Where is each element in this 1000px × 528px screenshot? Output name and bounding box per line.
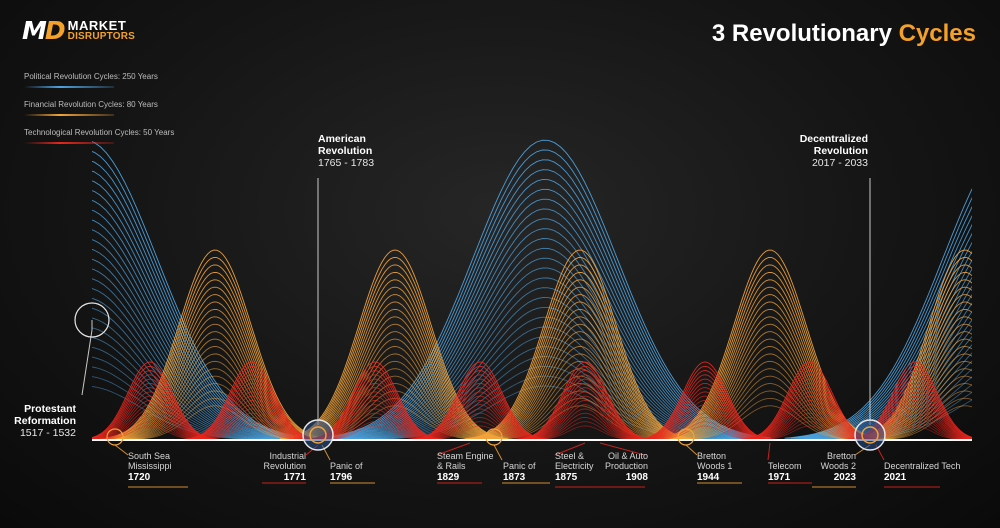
american-marker <box>302 419 334 451</box>
technological-wave-7 <box>739 361 880 441</box>
event-bretton-woods-1: Bretton Woods 1 1944 <box>697 451 733 483</box>
event-bretton-woods-2: Bretton Woods 2 2023 <box>820 451 856 483</box>
event-steel-electricity: Steel & Electricity 1875 <box>555 451 594 483</box>
event-panic-1873: Panic of 1873 <box>503 461 536 483</box>
protestant-reformation-label: Protestant Reformation 1517 - 1532 <box>14 403 76 439</box>
panic-1873-marker <box>485 428 503 446</box>
technological-cycle-waves <box>92 361 972 441</box>
technological-wave-1 <box>92 361 220 441</box>
financial-wave-4 <box>654 249 883 441</box>
event-markers <box>74 302 886 451</box>
telecom-connector <box>767 442 812 484</box>
panic-1873-connector <box>493 444 550 484</box>
legend-political: Political Revolution Cycles: 250 Years <box>24 72 158 88</box>
bretton-1-connector <box>685 444 742 484</box>
event-industrial-revolution: Industrial Revolution 1771 <box>263 451 306 483</box>
oil-connector <box>599 442 646 488</box>
south-sea-connector <box>114 444 188 488</box>
american-revolution-label: American Revolution 1765 - 1783 <box>318 133 375 169</box>
event-connectors <box>81 178 940 488</box>
technological-wave-4 <box>409 361 550 441</box>
technological-wave-5 <box>514 361 655 441</box>
decentralized-inner-marker <box>861 426 879 444</box>
south-sea-marker <box>106 428 124 446</box>
event-decentralized-tech: Decentralized Tech 2021 <box>884 461 961 483</box>
event-oil-auto: Oil & Auto Production 1908 <box>604 451 648 483</box>
brand-name-line2: DISRUPTORS <box>67 30 136 42</box>
event-south-sea: South Sea Mississippi 1720 <box>128 451 172 483</box>
technological-wave-6 <box>634 361 775 441</box>
protestant-marker <box>74 302 110 338</box>
page-title: 3 Revolutionary Cycles <box>711 20 976 47</box>
decentralized-revolution-label: Decentralized Revolution 2017 - 2033 <box>799 133 868 169</box>
technological-wave-2 <box>181 361 322 441</box>
legend-technological: Technological Revolution Cycles: 50 Year… <box>24 128 174 144</box>
steel-connector <box>554 442 600 488</box>
event-telecom: Telecom 1971 <box>768 461 802 483</box>
event-steam-engine: Steam Engine & Rails 1829 <box>437 451 494 483</box>
brand-logo: MD MARKET DISRUPTORS <box>22 16 135 45</box>
legend-financial: Financial Revolution Cycles: 80 Years <box>24 100 158 116</box>
american-inner-marker <box>309 426 327 444</box>
steam-connector <box>436 442 482 484</box>
event-panic-1796: Panic of 1796 <box>330 461 363 483</box>
brand-name-line1: MARKET <box>67 17 127 33</box>
decentralized-marker <box>854 419 886 451</box>
bretton-1-marker <box>677 428 695 446</box>
logo-mark: MD <box>22 16 66 45</box>
protestant-connector <box>81 320 93 396</box>
